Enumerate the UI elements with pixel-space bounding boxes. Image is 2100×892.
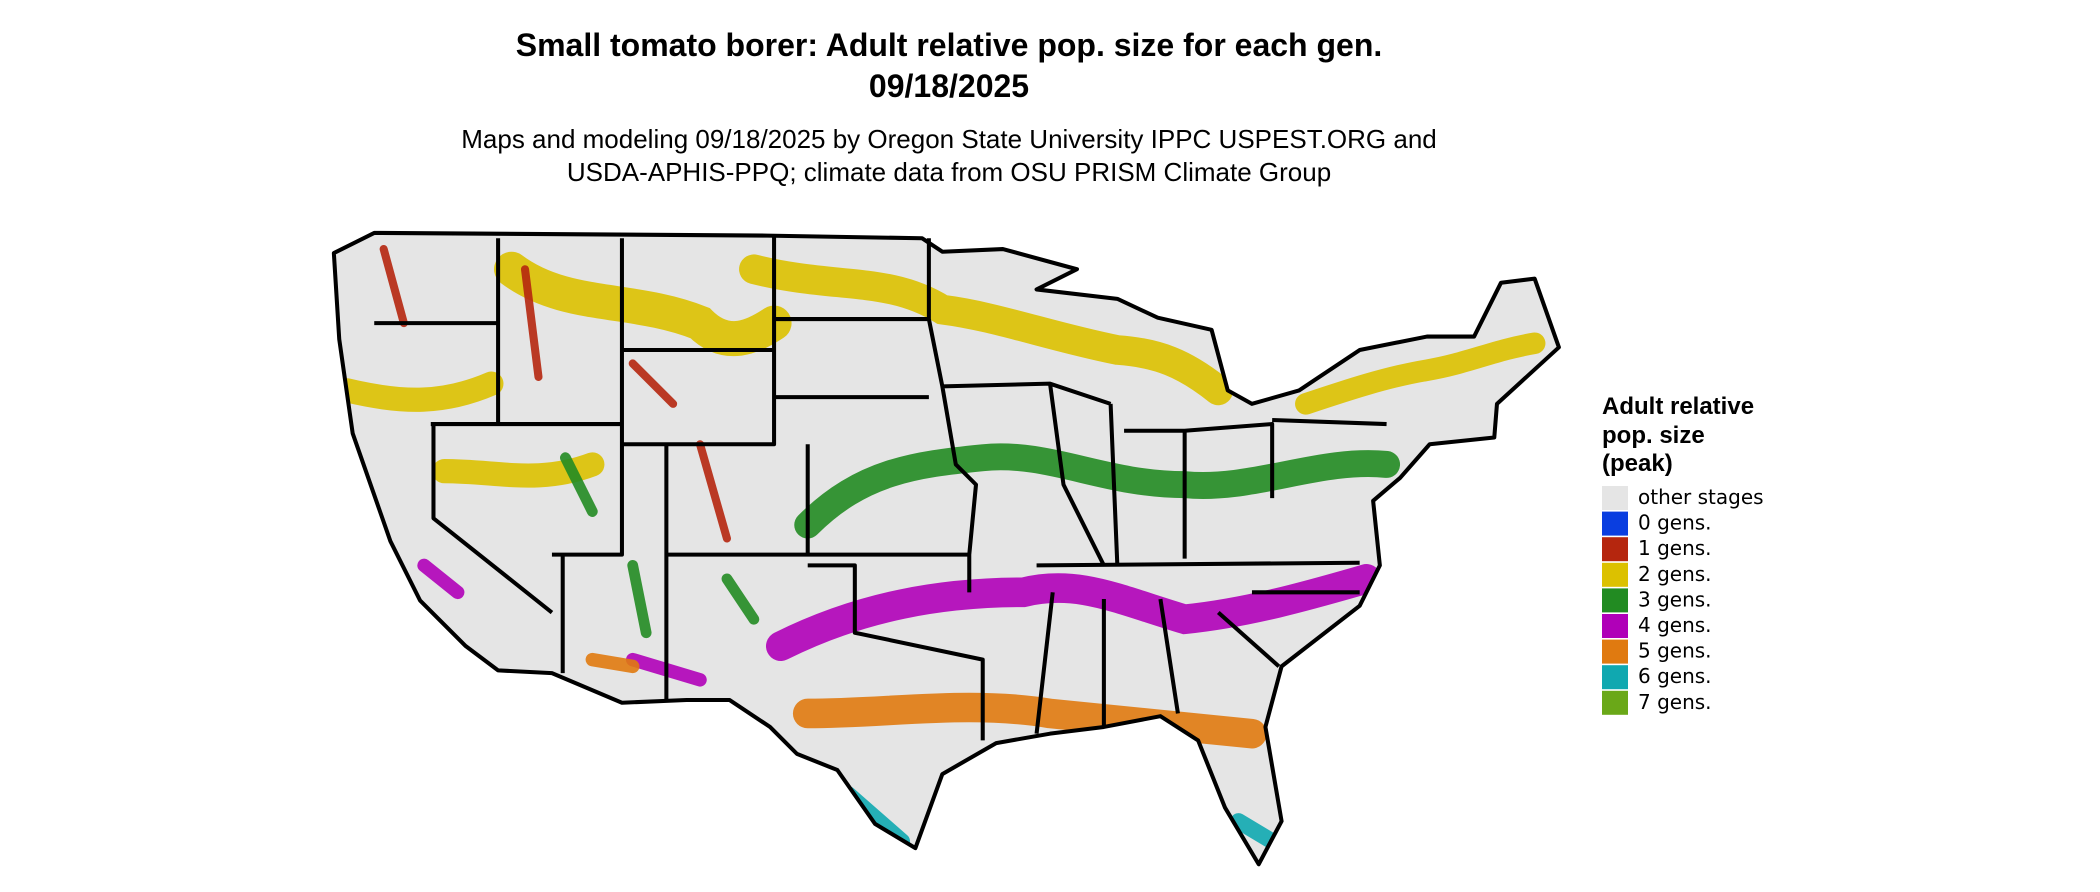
generation-band — [585, 652, 640, 674]
legend-swatch — [1602, 639, 1628, 664]
legend-swatch — [1602, 511, 1628, 536]
generation-band — [765, 564, 1382, 661]
legend-label: 3 gens. — [1638, 587, 1712, 611]
legend: Adult relative pop. size (peak) other st… — [1602, 393, 1764, 715]
legend-title: Adult relative — [1602, 393, 1754, 420]
generation-band — [560, 452, 760, 639]
legend-label: 6 gens. — [1638, 664, 1712, 688]
legend-swatch — [1602, 588, 1628, 613]
generation-bands — [335, 245, 1546, 850]
subtitle: USDA-APHIS-PPQ; climate data from OSU PR… — [567, 157, 1331, 187]
generation-band — [1295, 332, 1546, 415]
generation-band — [792, 692, 1267, 749]
legend-label: other stages — [1638, 485, 1764, 509]
generation-band — [794, 443, 1401, 539]
generation-band — [379, 245, 731, 543]
legend-swatch — [1602, 537, 1628, 562]
legend-label: 5 gens. — [1638, 639, 1712, 663]
legend-swatch — [1602, 665, 1628, 690]
legend-label: 2 gens. — [1638, 562, 1712, 586]
generation-band — [494, 251, 792, 357]
subtitle: Maps and modeling 09/18/2025 by Oregon S… — [461, 124, 1437, 154]
legend-swatch — [1602, 562, 1628, 587]
generation-band — [739, 254, 1234, 406]
legend-label: 0 gens. — [1638, 511, 1712, 535]
legend-label: 4 gens. — [1638, 613, 1712, 637]
legend-swatch — [1602, 614, 1628, 638]
map — [334, 233, 1559, 864]
legend-swatch — [1602, 690, 1628, 715]
title: 09/18/2025 — [869, 68, 1029, 104]
legend-label: 7 gens. — [1638, 690, 1712, 714]
legend-label: 1 gens. — [1638, 536, 1712, 560]
title: Small tomato borer: Adult relative pop. … — [516, 27, 1383, 63]
legend-swatch — [1602, 486, 1628, 510]
legend-title: (peak) — [1602, 450, 1673, 477]
legend-title: pop. size — [1602, 422, 1705, 449]
state-borders — [374, 235, 1387, 741]
